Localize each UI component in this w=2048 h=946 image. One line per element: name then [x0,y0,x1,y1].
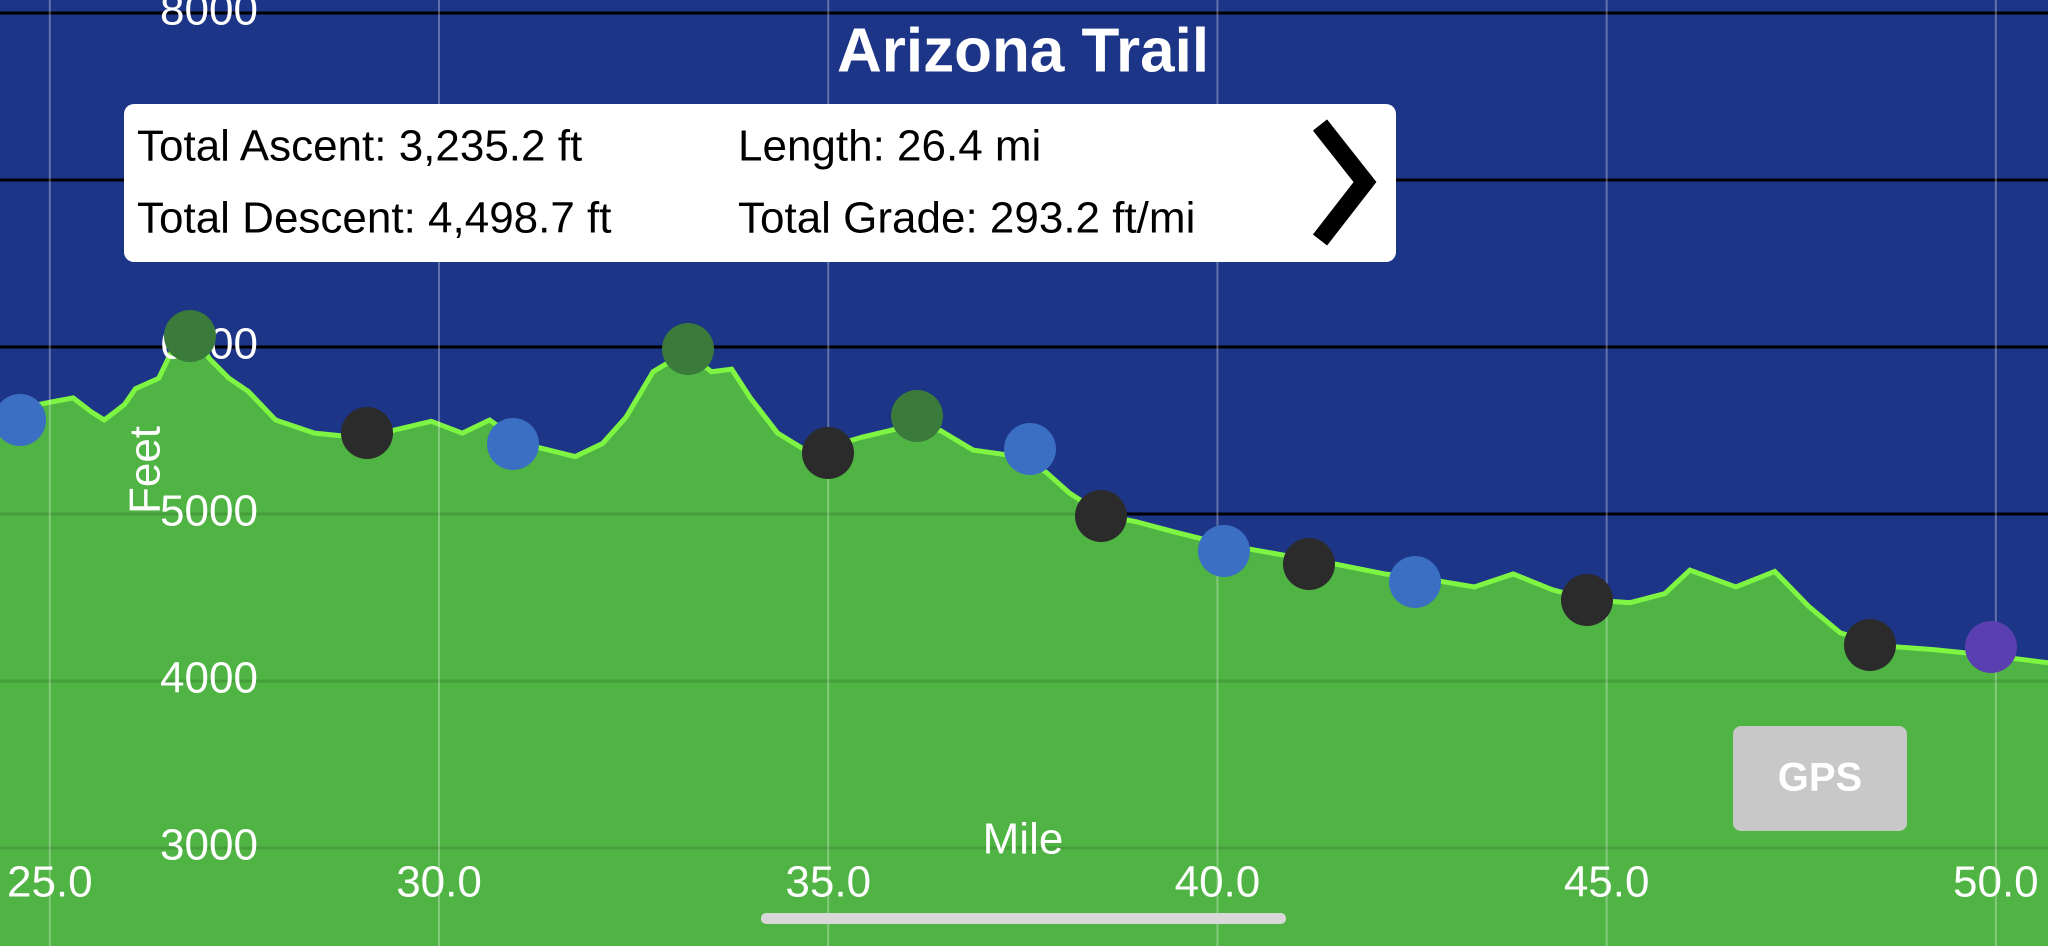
info-panel[interactable]: Total Ascent: 3,235.2 ft Length: 26.4 mi… [124,104,1396,262]
x-tick-label: 50.0 [1953,858,2039,907]
flag-icon [164,310,216,362]
water-icon [1004,423,1056,475]
home-indicator [761,913,1286,924]
road-icon [1561,574,1613,626]
y-tick-label: 4000 [160,654,258,703]
x-tick-label: 25.0 [7,858,93,907]
length: Length: 26.4 mi [738,122,1041,171]
gps-button-background[interactable] [1733,726,1907,831]
junction-icon [341,407,393,459]
water-icon [487,418,539,470]
info-panel-background [124,104,1396,262]
junction-icon [1283,538,1335,590]
waypoints [0,310,2017,673]
water-icon [1389,556,1441,608]
chevron[interactable] [1312,119,1377,246]
descent: Total Descent: 4,498.7 ft [137,194,612,243]
ascent: Total Ascent: 3,235.2 ft [137,122,582,171]
y-axis-label: Feet [121,426,170,514]
elevation-area [0,326,2048,946]
y-tick-label: 3000 [160,821,258,870]
y-tick-label: 8000 [160,0,258,35]
lodging-icon [1965,621,2017,673]
gate-icon [891,390,943,442]
x-axis-label: Mile [983,815,1064,864]
x-tick-label: 40.0 [1175,858,1261,907]
hiker-icon [1844,619,1896,671]
junction-icon [1075,490,1127,542]
x-tick-label: 45.0 [1564,858,1650,907]
road-icon [802,427,854,479]
y-tick-label: 5000 [160,487,258,536]
gps-button[interactable]: GPS [1733,726,1907,831]
x-tick-label: 35.0 [785,858,871,907]
water-icon [0,394,46,446]
chart-title: Arizona Trail [837,16,1209,85]
water-icon [1198,525,1250,577]
x-tick-label: 30.0 [396,858,482,907]
grade: Total Grade: 293.2 ft/mi [738,194,1195,243]
flag-icon [662,323,714,375]
gps-button-label[interactable]: GPS [1778,756,1862,800]
